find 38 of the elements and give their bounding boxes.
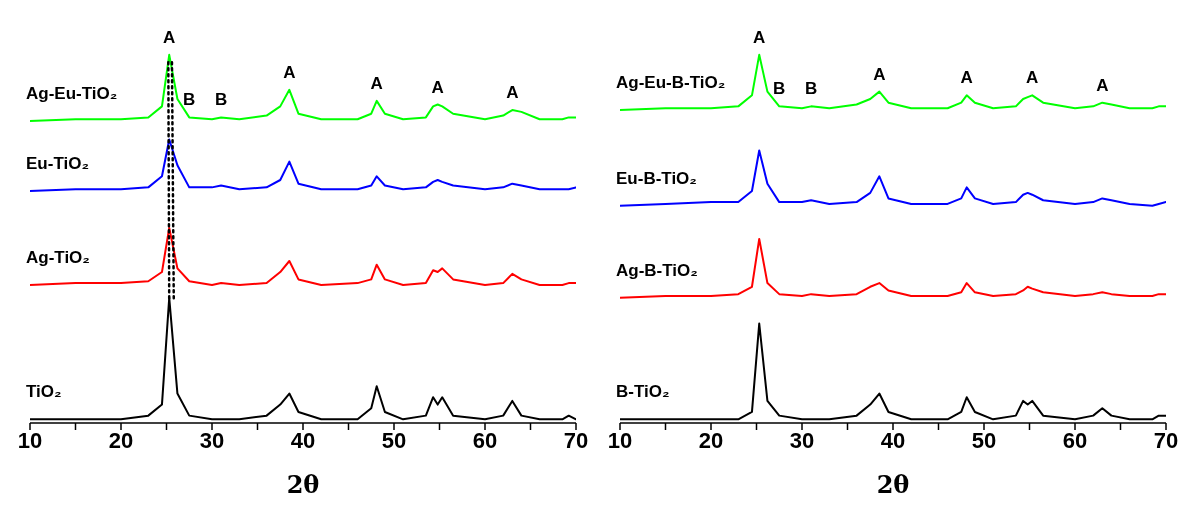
x-tick-label: 70: [563, 427, 589, 453]
x-tick-label: 10: [607, 427, 633, 453]
annotation: A: [1026, 68, 1039, 88]
annotation: B: [773, 79, 786, 99]
x-tick-label: 20: [698, 427, 724, 453]
series-label: Eu-TiO₂: [26, 154, 89, 174]
x-tick-label: 10: [17, 427, 43, 453]
annotation: A: [1096, 75, 1109, 95]
series-label: Ag-TiO₂: [26, 247, 90, 267]
series-label: Ag-Eu-B-TiO₂: [616, 73, 726, 93]
x-tick-label: 60: [472, 427, 498, 453]
annotation: A: [431, 77, 444, 97]
annotation: A: [283, 62, 296, 82]
series-label: Ag-Eu-TiO₂: [26, 84, 118, 104]
annotation: B: [804, 79, 818, 99]
x-axis-title: 2θ: [876, 470, 910, 499]
x-tick-label: 50: [381, 427, 407, 453]
x-tick-label: 30: [199, 427, 225, 453]
x-tick-label: 30: [789, 427, 815, 453]
x-tick-label: 60: [1062, 427, 1088, 453]
x-tick-label: 20: [108, 427, 134, 453]
annotation: B: [214, 90, 228, 110]
series-label: TiO₂: [26, 382, 62, 402]
series-label: B-TiO₂: [616, 382, 670, 402]
x-tick-label: 70: [1153, 427, 1179, 453]
x-tick-label: 40: [290, 427, 316, 453]
annotation: A: [506, 83, 519, 103]
x-tick-label: 40: [880, 427, 906, 453]
annotation: A: [370, 73, 383, 93]
annotation: B: [183, 90, 196, 110]
x-axis-title: 2θ: [286, 470, 320, 499]
series-label: Eu-B-TiO₂: [616, 168, 697, 188]
series-label: Ag-B-TiO₂: [616, 260, 698, 280]
annotation: A: [960, 68, 973, 88]
annotation: A: [753, 27, 766, 47]
x-tick-label: 50: [971, 427, 997, 453]
annotation: A: [873, 64, 886, 84]
annotation: A: [163, 27, 176, 47]
